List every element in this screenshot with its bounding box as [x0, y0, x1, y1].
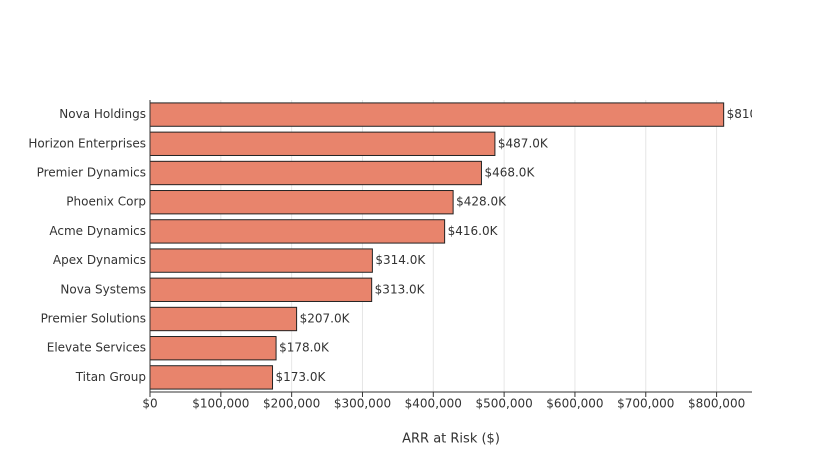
value-label: $207.0K — [300, 312, 351, 326]
value-label: $416.0K — [448, 224, 499, 238]
value-label: $314.0K — [375, 253, 426, 267]
bar — [149, 219, 446, 244]
x-tick-label: $400,000 — [405, 397, 462, 411]
x-tick-label: $0 — [142, 397, 157, 411]
bar — [149, 102, 725, 127]
value-label: $173.0K — [276, 370, 327, 384]
y-tick-label: Nova Holdings — [59, 107, 146, 121]
value-label: $313.0K — [375, 282, 426, 296]
bar — [149, 248, 373, 273]
y-tick-label: Acme Dynamics — [49, 224, 146, 238]
x-tick-label: $700,000 — [617, 397, 674, 411]
y-tick-label: Nova Systems — [60, 282, 146, 296]
bar — [149, 306, 298, 332]
bars: $810.0K $487.0K $468.0K $428.0K $416.0K $314.… — [149, 102, 778, 390]
x-tick-label: $200,000 — [263, 397, 320, 411]
value-label: $178.0K — [279, 341, 330, 355]
y-tick-label: Premier Solutions — [41, 312, 146, 326]
y-tick-label: Horizon Enterprises — [28, 136, 146, 150]
bar — [149, 365, 274, 390]
x-tick-label: $100,000 — [192, 397, 249, 411]
x-tick-label: $800,000 — [688, 397, 745, 411]
value-label: $468.0K — [484, 166, 535, 180]
x-axis-title: ARR at Risk ($) — [402, 432, 500, 447]
bar — [149, 131, 496, 156]
y-tick-label: Elevate Services — [47, 341, 146, 355]
x-tick-label: $500,000 — [475, 397, 532, 411]
y-tick-label: Apex Dynamics — [53, 253, 146, 267]
y-tick-label: Phoenix Corp — [66, 195, 146, 209]
y-tick-label: Premier Dynamics — [37, 166, 146, 180]
bar — [149, 190, 454, 215]
bar — [149, 160, 482, 186]
x-tick-label: $600,000 — [546, 397, 603, 411]
bar — [149, 277, 373, 302]
y-tick-label: Titan Group — [75, 370, 146, 384]
value-label: $487.0K — [498, 136, 549, 150]
bar — [149, 336, 277, 361]
value-label: $428.0K — [456, 195, 507, 209]
value-label: $810.0K — [727, 107, 778, 121]
x-tick-label: $300,000 — [334, 397, 391, 411]
